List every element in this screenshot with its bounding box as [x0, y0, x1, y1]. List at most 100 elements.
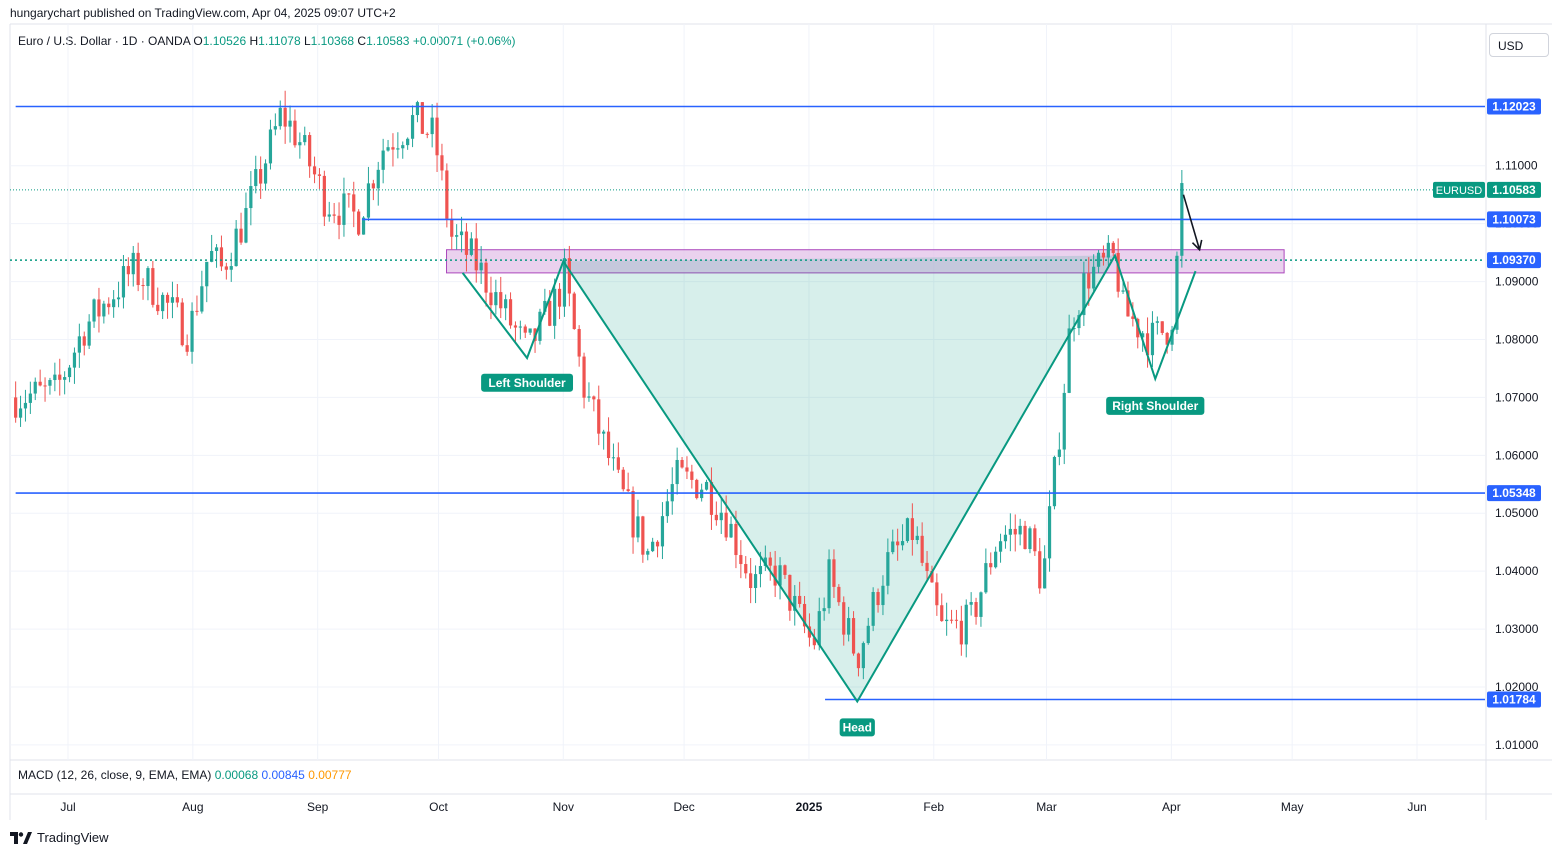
- candle-body: [1057, 449, 1061, 457]
- candle-body: [822, 608, 826, 612]
- candle-body: [116, 297, 121, 300]
- candle-body: [920, 535, 924, 563]
- price-level-label: 1.12023: [1492, 100, 1536, 114]
- candle-body: [430, 117, 434, 135]
- candle-body: [945, 619, 949, 622]
- symbol-tag-label: EURUSD: [1436, 185, 1483, 197]
- candle-body: [484, 262, 488, 293]
- symbol-tag: [1433, 181, 1485, 198]
- x-tick-label: Sep: [307, 800, 329, 814]
- candle-body: [548, 300, 552, 326]
- candle-body: [185, 345, 189, 352]
- candle-body: [827, 559, 831, 609]
- candle-body: [317, 174, 322, 176]
- candle-body: [156, 304, 160, 312]
- candle-body: [508, 299, 513, 326]
- candle-body: [371, 183, 375, 189]
- candle-body: [876, 592, 880, 606]
- zone-price-label: 1.09370: [1492, 253, 1536, 267]
- candle-body: [1052, 456, 1057, 507]
- candle-body: [239, 228, 243, 243]
- candle-body: [376, 169, 380, 189]
- candle-body: [18, 408, 23, 418]
- x-tick-label: Feb: [923, 800, 944, 814]
- candle-body: [768, 557, 772, 566]
- candle-body: [606, 431, 611, 459]
- candle-body: [337, 215, 341, 225]
- candle-body: [28, 393, 32, 403]
- currency-selector[interactable]: USD: [1489, 33, 1549, 57]
- candle-body: [817, 611, 821, 646]
- x-tick-label: May: [1281, 800, 1304, 814]
- candle-body: [1008, 528, 1012, 535]
- candle-body: [489, 292, 493, 306]
- candle-body: [283, 107, 287, 127]
- candle-body: [332, 214, 336, 216]
- candle-body: [1170, 329, 1174, 345]
- candle-body: [288, 120, 292, 127]
- candle-body: [386, 147, 390, 151]
- candle-body: [896, 541, 900, 546]
- candle-body: [979, 592, 983, 617]
- candle-body: [631, 491, 635, 538]
- candle-body: [151, 268, 155, 305]
- candle-body: [63, 377, 67, 380]
- candle-body: [749, 573, 753, 589]
- tradingview-brand[interactable]: TradingView: [10, 830, 109, 845]
- candle-body: [146, 268, 150, 287]
- candle-body: [1018, 525, 1022, 535]
- candle-body: [881, 585, 885, 606]
- candle-body: [43, 385, 47, 387]
- arrow-head-icon: [1191, 239, 1203, 252]
- candle-body: [298, 142, 302, 146]
- symbol-name[interactable]: Euro / U.S. Dollar · 1D · OANDA: [18, 34, 191, 48]
- candle-body: [695, 479, 699, 499]
- candle-body: [58, 374, 62, 380]
- candle-body: [1067, 328, 1071, 393]
- candle-body: [1033, 528, 1037, 552]
- candle-body: [273, 126, 277, 130]
- candle-body: [704, 481, 709, 490]
- candle-body: [459, 231, 464, 236]
- pattern-label-box: [481, 373, 574, 392]
- candle-body: [190, 310, 194, 352]
- zone-price-tag: [1487, 252, 1541, 269]
- candle-body: [1175, 255, 1179, 330]
- candle-body: [793, 595, 797, 611]
- candle-body: [964, 604, 968, 645]
- candle-body: [175, 297, 179, 303]
- y-tick-label: 1.07000: [1495, 390, 1539, 404]
- candle-body: [38, 381, 42, 386]
- candle-body: [126, 266, 130, 275]
- candle-body: [131, 252, 135, 275]
- candle-body: [802, 603, 807, 627]
- candle-body: [523, 326, 527, 333]
- candle-body: [23, 402, 28, 409]
- macd-label: MACD (12, 26, close, 9, EMA, EMA): [18, 768, 212, 782]
- candle-body: [729, 523, 733, 538]
- candle-body: [1101, 252, 1106, 258]
- candle-body: [773, 565, 777, 586]
- y-tick-label: 1.06000: [1495, 448, 1539, 462]
- candle-body: [582, 356, 586, 398]
- candle-body: [308, 135, 312, 167]
- last-price-tag: [1487, 181, 1541, 198]
- high-value: 1.11078: [258, 34, 301, 48]
- y-tick-label: 1.03000: [1495, 622, 1539, 636]
- candle-body: [758, 565, 763, 575]
- candle-body: [1028, 528, 1032, 550]
- candle-body: [900, 541, 905, 546]
- x-tick-label: Jun: [1407, 800, 1426, 814]
- candle-body: [651, 541, 655, 552]
- open-label: O: [193, 34, 203, 48]
- candle-body: [72, 352, 77, 368]
- candle-body: [425, 133, 429, 135]
- candle-body: [102, 303, 106, 317]
- candle-body: [293, 120, 297, 146]
- candle-body: [469, 238, 473, 255]
- candle-body: [969, 602, 973, 605]
- candle-body: [905, 518, 910, 542]
- candle-body: [861, 643, 865, 669]
- candle-body: [14, 397, 18, 418]
